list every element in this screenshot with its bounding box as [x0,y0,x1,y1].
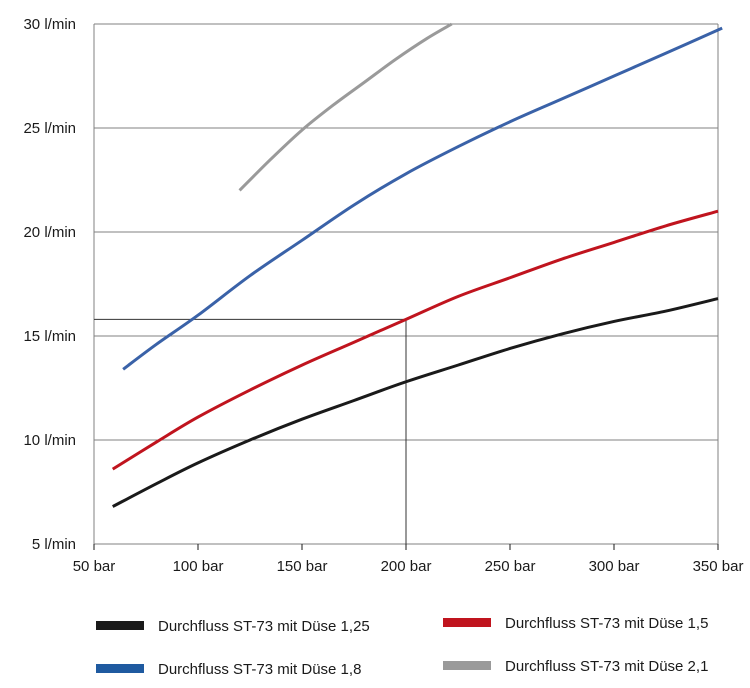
series-line-2 [111,209,719,471]
legend-label-1: Durchfluss ST-73 mit Düse 1,25 [158,618,370,635]
y-tick-label-1: 10 l/min [23,432,76,449]
series-lines [111,22,723,508]
legend: Durchfluss ST-73 mit Düse 1,25 Durchflus… [96,615,708,678]
x-axis-ticks: 50 bar 100 bar 150 bar 200 bar 250 bar 300 ba… [73,544,744,575]
legend-item-1: Durchfluss ST-73 mit Düse 1,25 [96,618,370,635]
series-line-3 [122,26,723,371]
y-tick-label-3: 20 l/min [23,224,76,241]
series-line-4 [238,22,453,192]
y-tick-label-0: 5 l/min [32,536,76,553]
y-axis-ticks: 5 l/min 10 l/min 15 l/min 20 l/min 25 l/min 3… [23,16,76,553]
legend-swatch-1 [96,621,144,630]
x-tick-label-4: 250 bar [485,558,536,575]
legend-swatch-2 [443,618,491,627]
x-tick-label-0: 50 bar [73,558,116,575]
x-tick-label-5: 300 bar [589,558,640,575]
legend-swatch-4 [443,661,491,670]
legend-swatch-3 [96,664,144,673]
x-tick-label-1: 100 bar [173,558,224,575]
x-tick-label-6: 350 bar [693,558,744,575]
reference-lines [94,318,407,544]
x-tick-label-2: 150 bar [277,558,328,575]
legend-item-3: Durchfluss ST-73 mit Düse 1,8 [96,661,361,678]
y-tick-label-2: 15 l/min [23,328,76,345]
legend-item-4: Durchfluss ST-73 mit Düse 2,1 [443,658,708,675]
x-tick-label-3: 200 bar [381,558,432,575]
legend-item-2: Durchfluss ST-73 mit Düse 1,5 [443,615,708,632]
legend-label-2: Durchfluss ST-73 mit Düse 1,5 [505,615,708,632]
series-line-1 [112,297,719,508]
legend-label-3: Durchfluss ST-73 mit Düse 1,8 [158,661,361,678]
y-tick-label-4: 25 l/min [23,120,76,137]
legend-label-4: Durchfluss ST-73 mit Düse 2,1 [505,658,708,675]
y-tick-label-5: 30 l/min [23,16,76,33]
